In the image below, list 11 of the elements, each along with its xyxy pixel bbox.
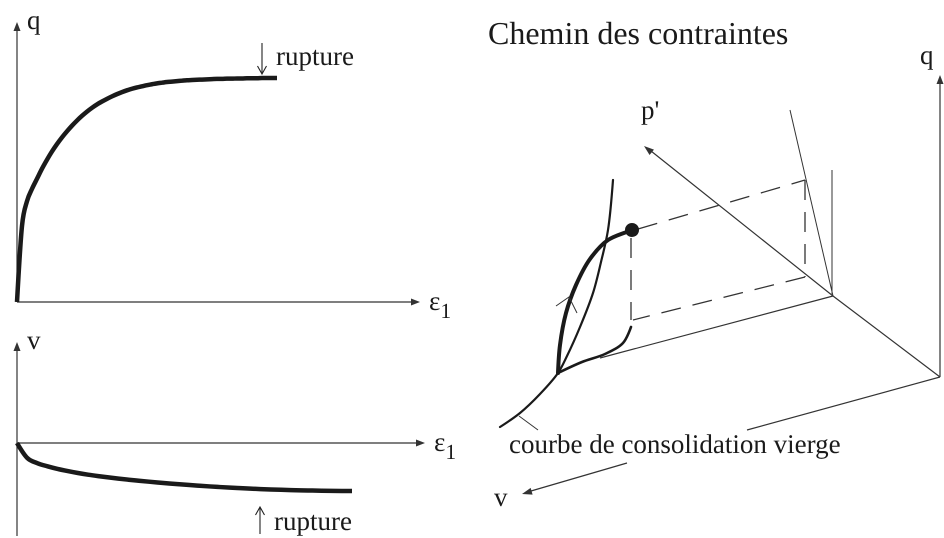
text: v — [494, 482, 508, 512]
y-axis-title: v — [27, 325, 41, 355]
text: q — [920, 40, 934, 70]
text: rupture — [274, 506, 352, 536]
text: p' — [641, 95, 660, 125]
text: Chemin des contraintes — [488, 15, 788, 51]
text: courbe de consolidation vierge — [509, 429, 841, 459]
y-axis-title: q — [27, 5, 41, 35]
text: rupture — [276, 41, 354, 71]
x-axis-title: ε$_{1}$ — [434, 427, 456, 464]
x-axis-title: ε$_{1}$ — [429, 286, 452, 324]
